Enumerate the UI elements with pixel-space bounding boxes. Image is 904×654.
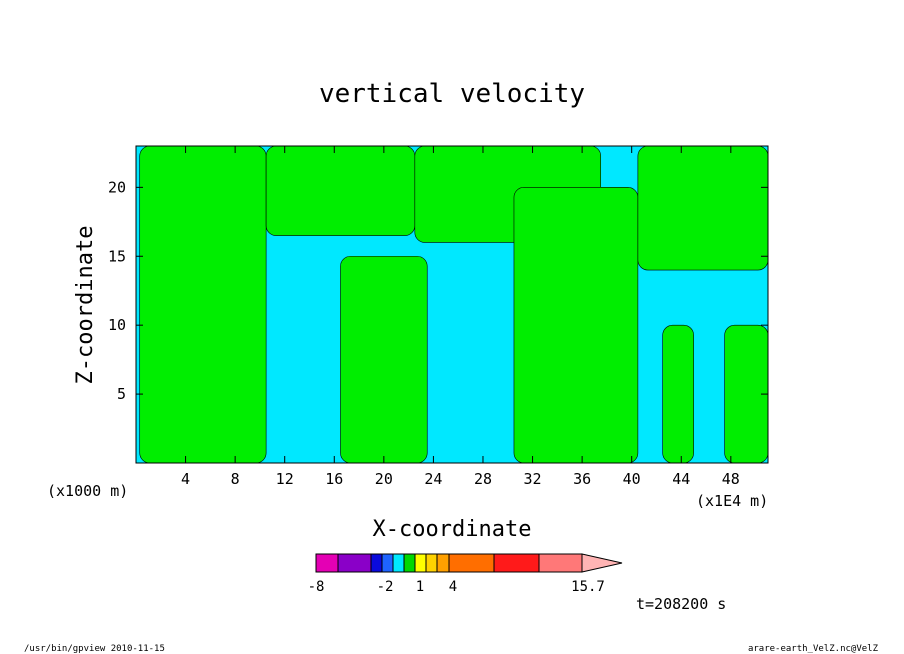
time-label: t=208200 s [636, 595, 726, 613]
x-axis-label: X-coordinate [373, 517, 532, 542]
y-tick-label: 15 [108, 247, 126, 265]
colorbar-labels: -8 -2 1 4 15.7 [308, 579, 605, 595]
colorbar-label-max: 15.7 [571, 579, 605, 595]
colorbar-label-1: 1 [416, 579, 424, 595]
colorbar [315, 553, 623, 573]
x-tick-label: 48 [722, 470, 740, 488]
colorbar-label-min: -8 [308, 579, 325, 595]
x-tick-label: 8 [231, 470, 240, 488]
chart-title: vertical velocity [319, 79, 585, 109]
footer-left: /usr/bin/gpview 2010-11-15 [24, 644, 165, 654]
colorbar-segment [448, 553, 495, 573]
x-tick-label: 32 [524, 470, 542, 488]
colorbar-label-neg2: -2 [377, 579, 394, 595]
colorbar-segment [538, 553, 583, 573]
colorbar-segment [436, 553, 450, 573]
green-region-1 [265, 145, 416, 236]
x-tick-label: 20 [375, 470, 393, 488]
x-tick-label: 36 [573, 470, 591, 488]
x-tick-label: 44 [672, 470, 690, 488]
green-region-6 [662, 324, 694, 464]
x-unit-label: (x1000 m) [47, 482, 128, 500]
green-region-2 [340, 255, 428, 464]
y-tick-label: 5 [117, 385, 126, 403]
colorbar-label-4: 4 [449, 579, 457, 595]
colorbar-segment [381, 553, 394, 573]
green-region-4 [513, 187, 639, 464]
x-tick-label: 40 [623, 470, 641, 488]
x-tick-label: 16 [325, 470, 343, 488]
colorbar-segment [370, 553, 383, 573]
x-scale-label: (x1E4 m) [696, 492, 768, 510]
y-axis-ticks: 5 10 15 20 [108, 178, 768, 403]
colorbar-segment [315, 553, 339, 573]
y-tick-label: 10 [108, 316, 126, 334]
colorbar-segment [414, 553, 427, 573]
y-axis-label: Z-coordinate [73, 226, 98, 385]
colorbar-segment [337, 553, 372, 573]
colorbar-segment [403, 553, 416, 573]
colorbar-segment [392, 553, 405, 573]
colorbar-segment [493, 553, 540, 573]
colorbar-segment [425, 553, 438, 573]
x-tick-label: 4 [181, 470, 190, 488]
green-region-0 [139, 145, 267, 464]
x-axis-ticks: 4 8 12 16 20 24 28 32 36 40 44 48 [181, 146, 740, 488]
x-tick-label: 28 [474, 470, 492, 488]
footer-right: arare-earth_VelZ.nc@VelZ [748, 644, 879, 654]
green-region-5 [637, 145, 769, 271]
plot-frame [135, 145, 769, 464]
x-tick-label: 12 [276, 470, 294, 488]
y-tick-label: 20 [108, 178, 126, 196]
x-tick-label: 24 [424, 470, 442, 488]
colorbar-segment [581, 553, 623, 573]
green-regions [139, 145, 769, 464]
